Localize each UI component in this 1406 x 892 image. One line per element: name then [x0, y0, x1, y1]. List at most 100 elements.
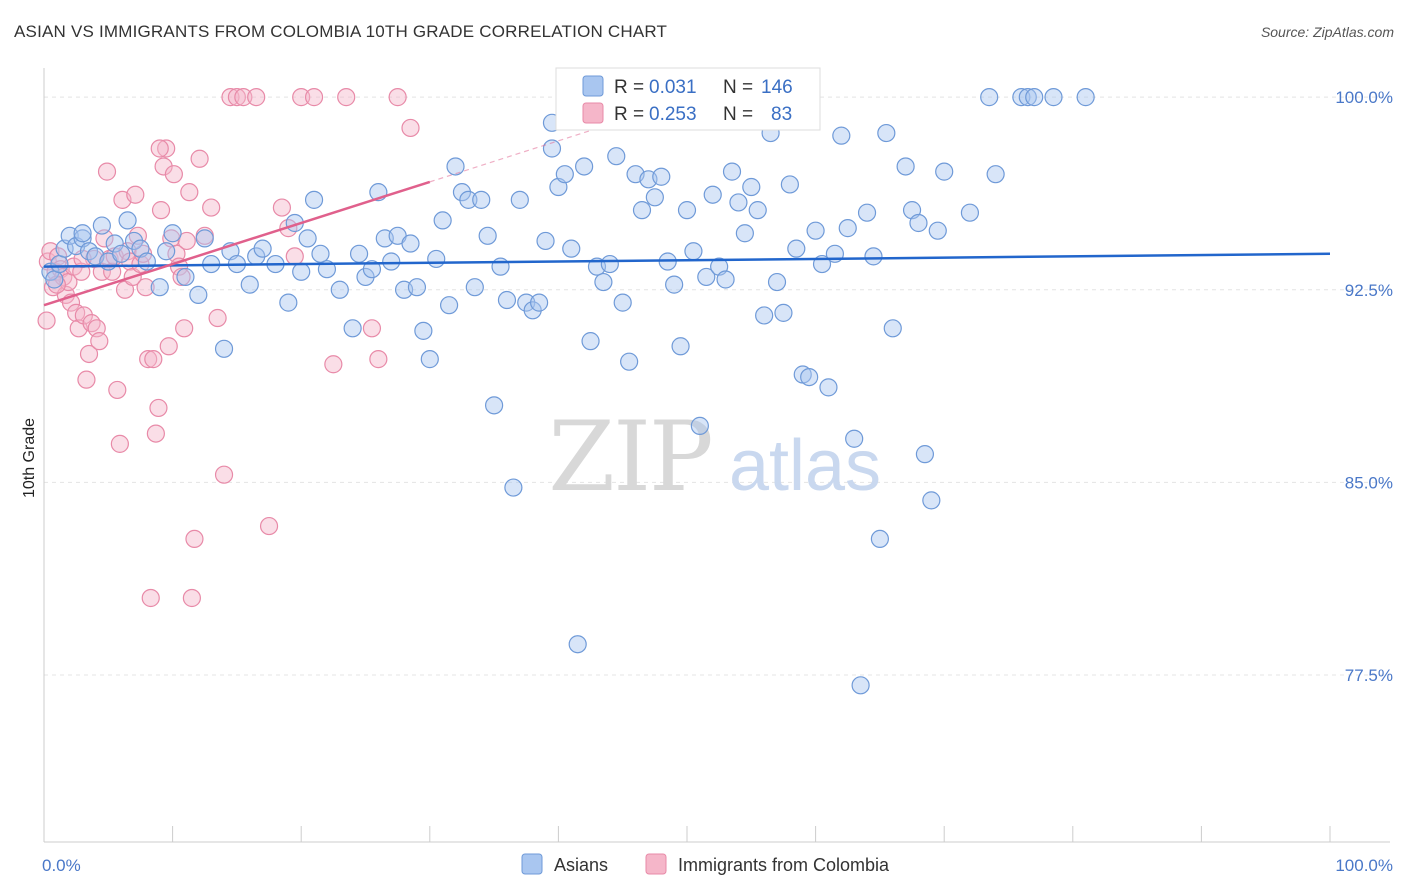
asian-point-22 — [195, 229, 214, 248]
asian-point-116 — [838, 219, 857, 238]
colombia-point-20 — [90, 332, 109, 351]
asian-point-121 — [870, 529, 890, 549]
asian-point-120 — [864, 247, 883, 266]
legend-colombia-label: Immigrants from Colombia — [678, 855, 890, 875]
colombia-point-61 — [208, 308, 227, 328]
asian-point-54 — [439, 296, 459, 315]
colombia-point-42 — [146, 424, 165, 443]
colombia-point-23 — [97, 162, 117, 181]
stats-colombia-swatch — [582, 102, 604, 124]
asian-point-58 — [465, 278, 484, 297]
asian-point-64 — [504, 478, 523, 497]
colombia-point-54 — [177, 231, 196, 251]
colombia-point-55 — [180, 183, 199, 202]
colombia-point-38 — [136, 278, 155, 297]
colombia-point-49 — [164, 165, 183, 184]
asian-point-74 — [568, 635, 587, 654]
colombia-point-44 — [151, 201, 171, 220]
asian-point-95 — [703, 185, 722, 204]
asian-point-51 — [420, 350, 439, 369]
x-tick-labels: 0.0% 100.0% — [42, 856, 1393, 875]
colombia-point-64 — [227, 88, 246, 107]
asian-point-49 — [407, 278, 427, 297]
colombia-point-71 — [292, 88, 311, 107]
asian-point-87 — [652, 167, 671, 186]
colombia-point-68 — [272, 198, 292, 217]
asian-point-79 — [600, 254, 619, 274]
asian-point-70 — [542, 139, 562, 158]
colombia-point-28 — [110, 434, 129, 453]
asian-point-68 — [530, 293, 549, 312]
asian-point-45 — [382, 252, 401, 271]
legend-asian-label: Asians — [554, 855, 608, 875]
asian-point-91 — [677, 201, 697, 220]
asian-point-105 — [767, 272, 787, 292]
stats-box: R = 0.031 N = 146 R = 0.253 N = 83 — [555, 67, 821, 131]
asian-point-53 — [433, 211, 452, 230]
colombia-point-39 — [139, 350, 158, 369]
colombia-point-57 — [185, 529, 204, 549]
stats-colombia-n-value: 83 — [771, 104, 792, 125]
asian-point-100 — [735, 224, 754, 243]
asian-point-135 — [1018, 88, 1037, 107]
colombia-point-53 — [175, 319, 194, 338]
colombia-point-45 — [154, 157, 173, 176]
asian-point-76 — [581, 332, 600, 351]
colombia-point-67 — [259, 516, 279, 536]
gridlines — [44, 96, 1390, 676]
asian-point-97 — [716, 270, 735, 289]
asian-point-93 — [690, 416, 709, 435]
asian-point-108 — [787, 239, 806, 258]
asian-point-27 — [240, 275, 259, 294]
asian-point-130 — [935, 162, 954, 181]
asian-point-55 — [446, 157, 465, 176]
asian-point-102 — [748, 201, 767, 220]
asian-trend-line — [43, 252, 1331, 268]
asian-point-107 — [780, 175, 799, 194]
colombia-point-27 — [108, 380, 127, 400]
asian-point-62 — [491, 257, 510, 276]
watermark-atlas: atlas — [729, 426, 881, 506]
asian-point-81 — [613, 293, 632, 312]
colombia-point-76 — [369, 350, 388, 369]
colombia-point-60 — [202, 198, 221, 217]
asian-point-36 — [311, 244, 330, 263]
asian-point-80 — [607, 147, 626, 166]
asian-point-101 — [742, 177, 761, 197]
colombia-point-58 — [190, 149, 209, 168]
stats-asian-r-value: 0.031 — [649, 77, 697, 98]
stats-colombia-r-label: R = — [614, 104, 644, 125]
stats-asian-n-label: N = — [723, 77, 753, 98]
colombia-point-77 — [388, 88, 407, 107]
colombia-point-66 — [247, 88, 266, 107]
asian-point-118 — [851, 676, 870, 695]
asian-point-9 — [92, 216, 111, 235]
chart-title: ASIAN VS IMMIGRANTS FROM COLOMBIA 10TH G… — [14, 22, 668, 41]
asian-point-39 — [343, 319, 362, 338]
watermark: ZIP atlas — [548, 401, 881, 513]
colombia-point-25 — [103, 262, 122, 281]
trend-lines — [43, 129, 1331, 307]
asian-point-2 — [50, 254, 69, 274]
asian-point-124 — [896, 157, 915, 176]
y-axis-label: 10th Grade — [21, 418, 38, 498]
asian-point-38 — [330, 280, 349, 299]
x-tick-label-1: 100.0% — [1335, 856, 1393, 875]
asian-point-60 — [478, 226, 497, 245]
asian-point-72 — [555, 165, 574, 184]
colombia-point-80 — [150, 139, 169, 158]
asian-point-115 — [832, 126, 851, 145]
colombia-point-62 — [214, 465, 234, 484]
asian-point-129 — [928, 221, 947, 240]
colombia-point-70 — [285, 247, 304, 266]
asian-point-18 — [157, 242, 176, 261]
asian-point-52 — [427, 249, 446, 269]
asian-point-50 — [414, 321, 433, 340]
asian-point-126 — [909, 213, 928, 233]
colombia-point-46 — [157, 139, 176, 158]
stats-asian-n-value: 146 — [761, 77, 793, 98]
asian-point-61 — [485, 396, 504, 415]
asian-point-19 — [163, 224, 182, 243]
stats-colombia-r-value: 0.253 — [649, 104, 697, 125]
asian-point-123 — [883, 319, 902, 338]
